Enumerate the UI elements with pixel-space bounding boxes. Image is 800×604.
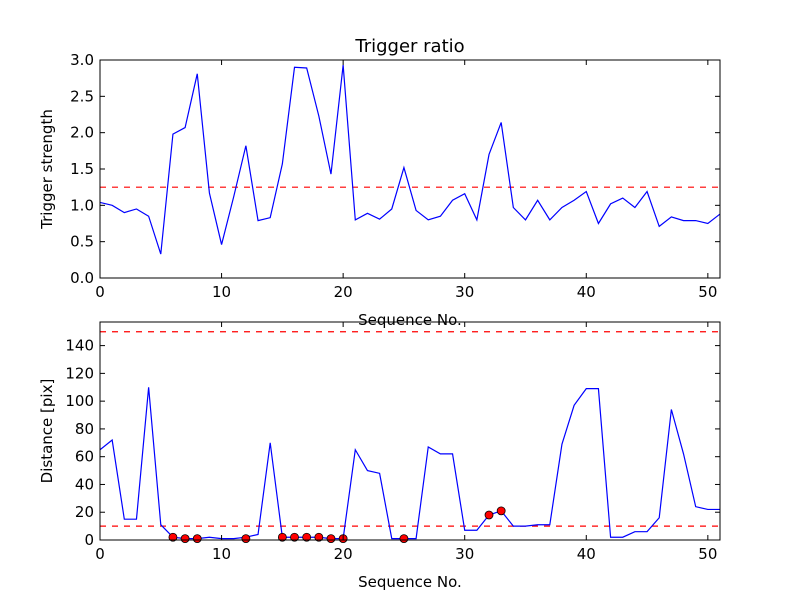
panel1-xtick-label: 30 [455,283,474,301]
panel2-marker-point [290,532,299,542]
panel2-marker-point [168,532,178,542]
panel2-marker-point [326,534,336,544]
panel2-ytick-label: 0 [84,531,94,549]
panel2-xtick-label: 10 [212,545,231,563]
panel2-marker-point [277,532,287,542]
panel1-series-line-0 [100,65,720,255]
panel2-marker-point [180,534,190,544]
panel2-xtick-label: 0 [95,545,105,563]
panel2-ytick-label: 60 [75,448,94,466]
panel2-plot-area [100,322,720,540]
panel2-xtick-label: 40 [577,545,596,563]
panel1-ytick-label: 2.0 [70,124,94,142]
panel2-marker-point [241,534,251,544]
panel1-ytick-label: 1.0 [70,196,94,214]
panel1-xtick-label: 40 [577,283,596,301]
panel1-xtick-label: 10 [212,283,231,301]
panel1-x-axis-label: Sequence No. [358,311,462,329]
panel1-ytick-label: 3.0 [70,51,94,69]
panel1-ytick-label: 0.5 [70,233,94,251]
panel2-xtick-label: 50 [698,545,717,563]
panel2-ytick-label: 100 [65,392,94,410]
panel2-y-axis-label: Distance [pix] [38,379,56,484]
panel2-ytick-label: 40 [75,475,94,493]
panel2-frame [99,321,721,541]
panel2-xtick-label: 30 [455,545,474,563]
panel2-ytick-label: 140 [65,337,94,355]
panel2-ytick-label: 120 [65,364,94,382]
panel2-marker-point [302,532,312,542]
panel1-xtick-label: 0 [95,283,105,301]
panel1-xtick-label: 50 [698,283,717,301]
panel2-ytick-label: 20 [75,503,94,521]
panel2-xtick-label: 20 [334,545,353,563]
panel2-marker-point [192,534,202,544]
panel1-xtick-label: 20 [334,283,353,301]
panel2-ytick-label: 80 [75,420,94,438]
panel2-marker-point [314,532,324,542]
panel2-x-axis-label: Sequence No. [358,573,462,591]
panel2-marker-point [399,534,409,544]
panel2-series-line-0 [100,387,720,540]
panel1-chart-title: Trigger ratio [354,36,464,57]
panel1-ytick-label: 2.5 [70,87,94,105]
panel1-ytick-label: 1.5 [70,160,94,178]
panel1-y-axis-label: Trigger strength [38,109,56,230]
panel1-plot-area [100,60,720,278]
panel2-marker-point [484,510,494,520]
panel2-marker-point [496,506,506,516]
panel1-ytick-label: 0.0 [70,269,94,287]
